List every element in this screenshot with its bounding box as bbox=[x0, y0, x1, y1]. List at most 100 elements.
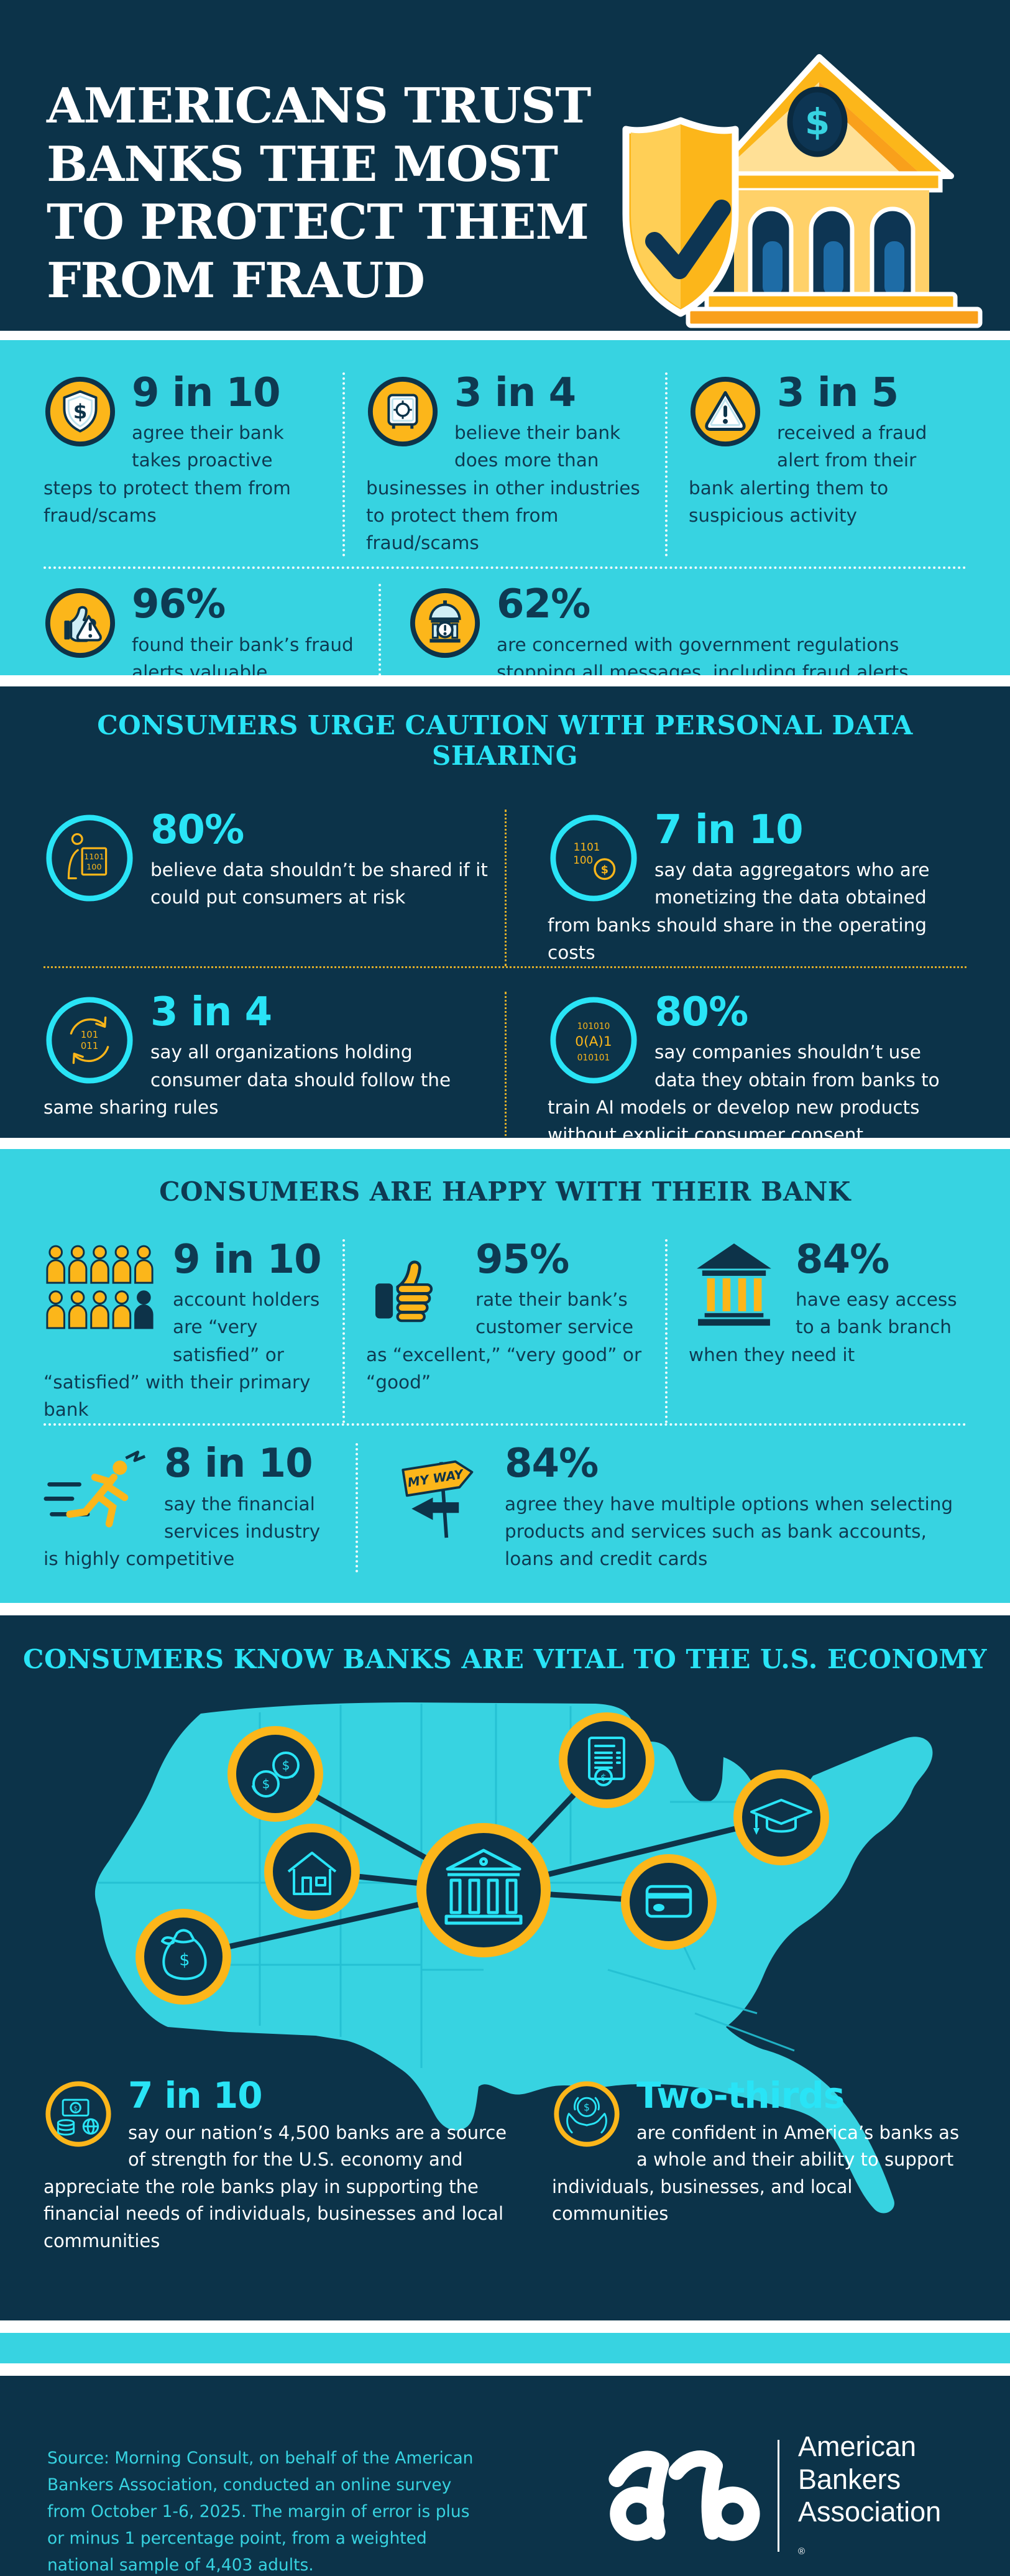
dotted-divider bbox=[342, 372, 345, 557]
title-line-3: TO PROTECT THEM bbox=[47, 194, 589, 251]
stat-84-branch-access: 84% have easy access to a bank branch wh… bbox=[668, 1239, 966, 1423]
stat-text: received a fraud alert from their bank a… bbox=[689, 422, 927, 526]
stat-value: 7 in 10 bbox=[654, 807, 804, 853]
economy-section: CONSUMERS KNOW BANKS ARE VITAL TO THE U.… bbox=[0, 1615, 1010, 2320]
stat-value: 3 in 4 bbox=[150, 989, 272, 1036]
logo-line: Bankers bbox=[798, 2463, 901, 2495]
stat-text: say our nation’s 4,500 banks are a sourc… bbox=[44, 2121, 507, 2251]
section-divider bbox=[0, 2363, 1010, 2376]
page-title: AMERICANS TRUST BANKS THE MOST TO PROTEC… bbox=[47, 77, 591, 310]
graduation-cap-icon bbox=[733, 1770, 829, 1865]
stat-3in5-fraud-alert: 3 in 5 received a fraud alert from their… bbox=[668, 372, 966, 556]
section-divider bbox=[0, 331, 1010, 340]
ai-data-icon: 101010 0(A)1 010101 bbox=[550, 997, 637, 1084]
svg-text:$: $ bbox=[179, 1950, 190, 1970]
section-heading: CONSUMERS KNOW BANKS ARE VITAL TO THE U.… bbox=[23, 1644, 987, 1674]
stat-95-customer-service: 95% rate their bank’s customer service a… bbox=[345, 1239, 665, 1423]
stat-3in4-sharing-rules: 101 011 3 in 4 say all organizations hol… bbox=[44, 989, 505, 1138]
svg-text:$: $ bbox=[584, 2102, 590, 2113]
stat-62-gov-regulations: 62% are concerned with government regula… bbox=[381, 584, 966, 675]
svg-text:011: 011 bbox=[81, 1041, 98, 1051]
logo-divider bbox=[778, 2440, 779, 2552]
us-map-illustration: $ $ $ bbox=[94, 1702, 933, 2214]
stat-value: 96% bbox=[132, 581, 226, 628]
section-heading: CONSUMERS URGE CAUTION WITH PERSONAL DAT… bbox=[97, 710, 913, 771]
dotted-divider bbox=[505, 810, 507, 967]
svg-text:0(A)1: 0(A)1 bbox=[575, 1034, 612, 1050]
logo-line: American bbox=[798, 2431, 917, 2462]
stat-value: 84% bbox=[505, 1441, 599, 1487]
stat-value: 95% bbox=[475, 1237, 569, 1283]
thumbs-up-icon bbox=[375, 1260, 433, 1323]
stat-text: are confident in America’s banks as a wh… bbox=[552, 2121, 960, 2225]
data-sync-icon: 101 011 bbox=[46, 997, 133, 1084]
stat-text: rate their bank’s customer service as “e… bbox=[366, 1289, 642, 1393]
my-way-sign-icon: MY WAY bbox=[402, 1461, 474, 1538]
svg-text:$: $ bbox=[73, 2105, 78, 2113]
data-stats-row-2: 101 011 3 in 4 say all organizations hol… bbox=[44, 989, 966, 1138]
stat-8in10-competitive: 8 in 10 say the financial services indus… bbox=[44, 1443, 356, 1572]
stat-9in10-proactive: $ 9 in 10 agree their bank takes proacti… bbox=[44, 372, 342, 556]
logo-text: American Bankers Association ® bbox=[798, 2431, 941, 2562]
section-divider bbox=[0, 2320, 1010, 2333]
happy-with-bank-section: CONSUMERS ARE HAPPY WITH THEIR BANK 9 in… bbox=[0, 1149, 1010, 1603]
dotted-divider bbox=[505, 992, 507, 1138]
svg-text:$: $ bbox=[805, 101, 830, 143]
svg-text:$: $ bbox=[601, 864, 608, 877]
stat-text: say data aggregators who are monetizing … bbox=[548, 859, 930, 963]
stat-7in10-aggregators: 1101 100 $ 7 in 10 say data aggregators … bbox=[507, 807, 966, 966]
svg-text:101: 101 bbox=[81, 1030, 98, 1040]
title-line-1: AMERICANS TRUST bbox=[47, 78, 591, 135]
stat-text: agree they have multiple options when se… bbox=[505, 1493, 953, 1570]
stat-text: believe data shouldn’t be shared if it c… bbox=[150, 859, 488, 908]
svg-text:$: $ bbox=[73, 400, 88, 423]
money-strength-icon: $ bbox=[45, 2081, 111, 2147]
stat-value: 84% bbox=[796, 1237, 889, 1283]
receipt-dollar-icon: $ bbox=[559, 1712, 654, 1808]
aba-logo-mark-icon bbox=[608, 2450, 760, 2541]
credit-card-icon bbox=[621, 1854, 717, 1950]
dotted-divider bbox=[44, 566, 966, 570]
title-line-2: BANKS THE MOST bbox=[47, 136, 558, 193]
thumbs-up-alert-icon bbox=[45, 588, 116, 658]
dotted-divider bbox=[665, 372, 668, 557]
stat-9in10-satisfied: 9 in 10 account holders are “very satisf… bbox=[44, 1239, 342, 1423]
section-divider bbox=[0, 1138, 1010, 1149]
svg-text:$: $ bbox=[262, 1776, 270, 1791]
svg-text:100: 100 bbox=[573, 854, 593, 866]
svg-text:$: $ bbox=[600, 1772, 607, 1783]
stat-value: 9 in 10 bbox=[173, 1237, 322, 1283]
hands-coin-icon: $ bbox=[554, 2081, 620, 2147]
coins-icon: $ $ bbox=[227, 1726, 323, 1822]
stat-text: agree their bank takes proactive steps t… bbox=[44, 422, 291, 526]
dotted-divider bbox=[665, 1239, 668, 1424]
fraud-stats-row-2: 96% found their bank’s fraud alerts valu… bbox=[44, 584, 966, 675]
stat-text: say the financial services industry is h… bbox=[44, 1493, 321, 1570]
header-section: AMERICANS TRUST BANKS THE MOST TO PROTEC… bbox=[0, 0, 1010, 331]
dotted-divider bbox=[342, 1239, 345, 1424]
data-sharing-section: CONSUMERS URGE CAUTION WITH PERSONAL DAT… bbox=[0, 686, 1010, 1138]
people-group-icon bbox=[46, 1245, 154, 1329]
stat-text: have easy access to a bank branch when t… bbox=[689, 1289, 957, 1365]
stat-text: are concerned with government regulation… bbox=[497, 634, 909, 675]
title-line-4: FROM FRAUD bbox=[47, 252, 425, 310]
dotted-divider bbox=[44, 966, 966, 969]
stat-text: believe their bank does more than busine… bbox=[366, 422, 640, 554]
stat-value: 3 in 4 bbox=[454, 370, 576, 416]
svg-text:100: 100 bbox=[86, 863, 101, 872]
stat-text: say all organizations holding consumer d… bbox=[44, 1041, 451, 1118]
stat-96-alerts-valuable: 96% found their bank’s fraud alerts valu… bbox=[44, 584, 379, 675]
dotted-divider bbox=[356, 1443, 358, 1573]
house-icon bbox=[264, 1824, 360, 1919]
stat-3in4-bank-does-more: 3 in 4 believe their bank does more than… bbox=[345, 372, 665, 556]
stat-value: Two-thirds bbox=[636, 2074, 845, 2117]
stat-text: account holders are “very satisfied” or … bbox=[44, 1289, 320, 1421]
section-divider bbox=[0, 1603, 1010, 1615]
svg-text:1101: 1101 bbox=[84, 852, 104, 862]
stat-value: 62% bbox=[497, 581, 590, 628]
stat-value: 7 in 10 bbox=[128, 2074, 263, 2117]
aba-logo: American Bankers Association ® bbox=[606, 2431, 941, 2562]
logo-line: Association ® bbox=[798, 2496, 942, 2557]
stat-value: 80% bbox=[654, 989, 748, 1036]
